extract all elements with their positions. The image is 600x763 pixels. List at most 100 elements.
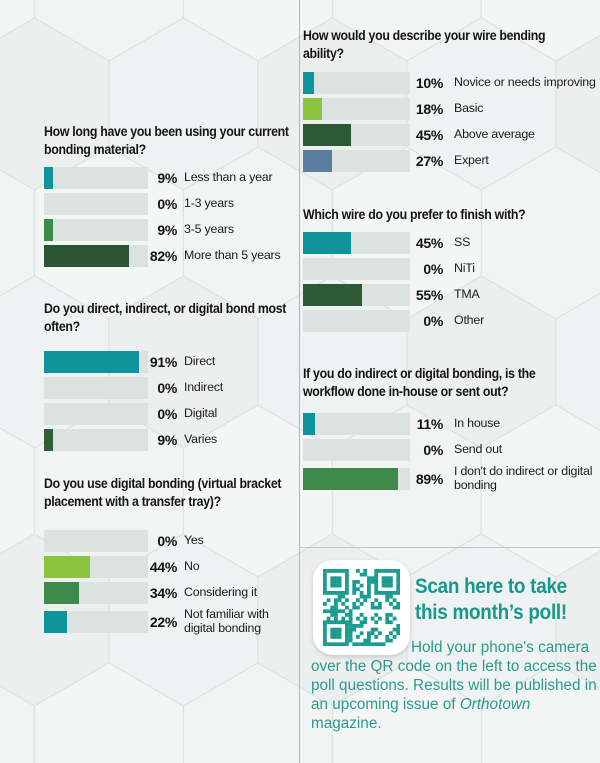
bar-track [303,309,410,332]
bar-fill [303,72,314,94]
bar-row: 0% 1-3 years [44,193,300,215]
scan-poll-heading: Scan here to take this month’s poll! [415,575,567,624]
bar-label: 1-3 years [184,196,234,211]
bar-row: 82% More than 5 years [44,245,300,267]
qr-code-icon [323,569,400,646]
bar-row: 45% Above average [303,124,597,146]
bar-fill [303,413,315,435]
bar-row: 0% Send out [303,439,597,461]
qr-section-divider [299,547,600,548]
bar-value: 0% [423,312,443,329]
poll-chart-wire-bending-ability: How would you describe your wire bending… [303,28,597,176]
bar-fill [303,150,332,172]
instructions-text: Hold your phone's camera over the QR cod… [311,639,597,713]
bar-value: 9% [157,170,177,186]
bar-track [44,610,148,633]
bar-track [44,245,148,267]
bar-value: 9% [157,222,177,238]
bar-value: 45% [415,234,443,251]
poll-chart-bond-technique: Do you direct, indirect, or digital bond… [44,301,300,455]
bar-track [44,351,148,373]
bar-value: 0% [157,533,177,549]
bar-row: 0% Digital [44,403,300,425]
bar-fill [303,98,323,120]
bar-label: Basic [454,101,484,116]
poll-chart-bonding-workflow: If you do indirect or digital bonding, i… [303,366,597,496]
bar-label: 3-5 years [184,222,234,237]
bar-track [303,439,410,461]
bar-label: SS [454,234,471,249]
bar-track [44,377,148,399]
bar-row: 0% Other [303,309,597,332]
bar-track [303,98,410,120]
bar-row: 34% Considering it [44,582,300,604]
bar-row: 9% Less than a year [44,167,300,189]
bar-label: Above average [454,127,535,142]
poll-question: Which wire do you prefer to finish with? [303,207,526,223]
bar-label: Expert [454,153,489,168]
column-divider [299,0,300,763]
bar-row: 89% I don't do indirect or digital bondin… [303,464,597,492]
bar-track [44,193,148,215]
bar-value: 45% [415,127,443,143]
bar-track [303,257,410,280]
bar-row: 0% NiTi [303,257,597,280]
bar-value: 44% [149,559,177,575]
bar-track [303,413,410,435]
bar-track [303,72,410,94]
bar-fill [44,429,54,451]
bar-row: 45% SS [303,231,597,254]
bar-row: 0% Yes [44,530,300,552]
bar-value: 55% [415,286,443,303]
bar-label: Not familiar with digital bonding [184,607,269,635]
bar-value: 82% [149,248,177,264]
bar-fill [44,556,90,578]
instructions-text-end: magazine. [311,715,382,732]
bar-row: 27% Expert [303,150,597,172]
bar-value: 0% [423,260,443,277]
bar-value: 89% [415,470,443,487]
bar-label: Direct [184,354,216,369]
bar-label: Considering it [184,585,257,600]
poll-question: How would you describe your wire bending… [303,28,546,62]
bar-fill [303,124,352,146]
bar-fill [44,219,54,241]
poll-question: Do you use digital bonding (virtual brac… [44,476,282,510]
bar-track [303,283,410,306]
bar-track [303,231,410,254]
bar-track [44,429,148,451]
bar-rows: 91% Direct 0% Indirect 0% Digital 9% Varies [44,351,300,451]
bar-value: 0% [157,380,177,396]
poll-question: If you do indirect or digital bonding, i… [303,366,536,400]
bar-track [44,403,148,425]
poll-chart-digital-bonding-usage: Do you use digital bonding (virtual brac… [44,476,300,639]
bar-label: In house [454,416,500,431]
poll-chart-finishing-wire: Which wire do you prefer to finish with?… [303,207,597,336]
bar-fill [303,231,352,254]
bar-value: 34% [149,585,177,601]
bar-rows: 0% Yes 44% No 34% Considering it 22% Not famili… [44,530,300,635]
bar-value: 0% [423,442,443,458]
bar-row: 11% In house [303,413,597,435]
bar-label: Indirect [184,380,224,395]
bar-track [44,530,148,552]
bar-value: 0% [157,406,177,422]
bar-row: 0% Indirect [44,377,300,399]
bar-label: I don't do indirect or digital bonding [454,464,593,492]
bar-fill [44,245,130,267]
bar-row: 91% Direct [44,351,300,373]
bar-label: Digital [184,406,218,421]
bar-track [303,467,410,490]
bar-label: Less than a year [184,170,273,185]
bar-track [44,582,148,604]
bar-row: 55% TMA [303,283,597,306]
bar-row: 18% Basic [303,98,597,120]
bar-value: 0% [157,196,177,212]
bar-track [44,219,148,241]
bar-rows: 10% Novice or needs improving 18% Basic 45% A… [303,72,597,172]
poll-question: How long have you been using your curren… [44,124,289,158]
magazine-name: Orthotown [459,696,531,713]
bar-fill [44,610,67,633]
bar-value: 18% [415,101,443,117]
bar-track [44,167,148,189]
